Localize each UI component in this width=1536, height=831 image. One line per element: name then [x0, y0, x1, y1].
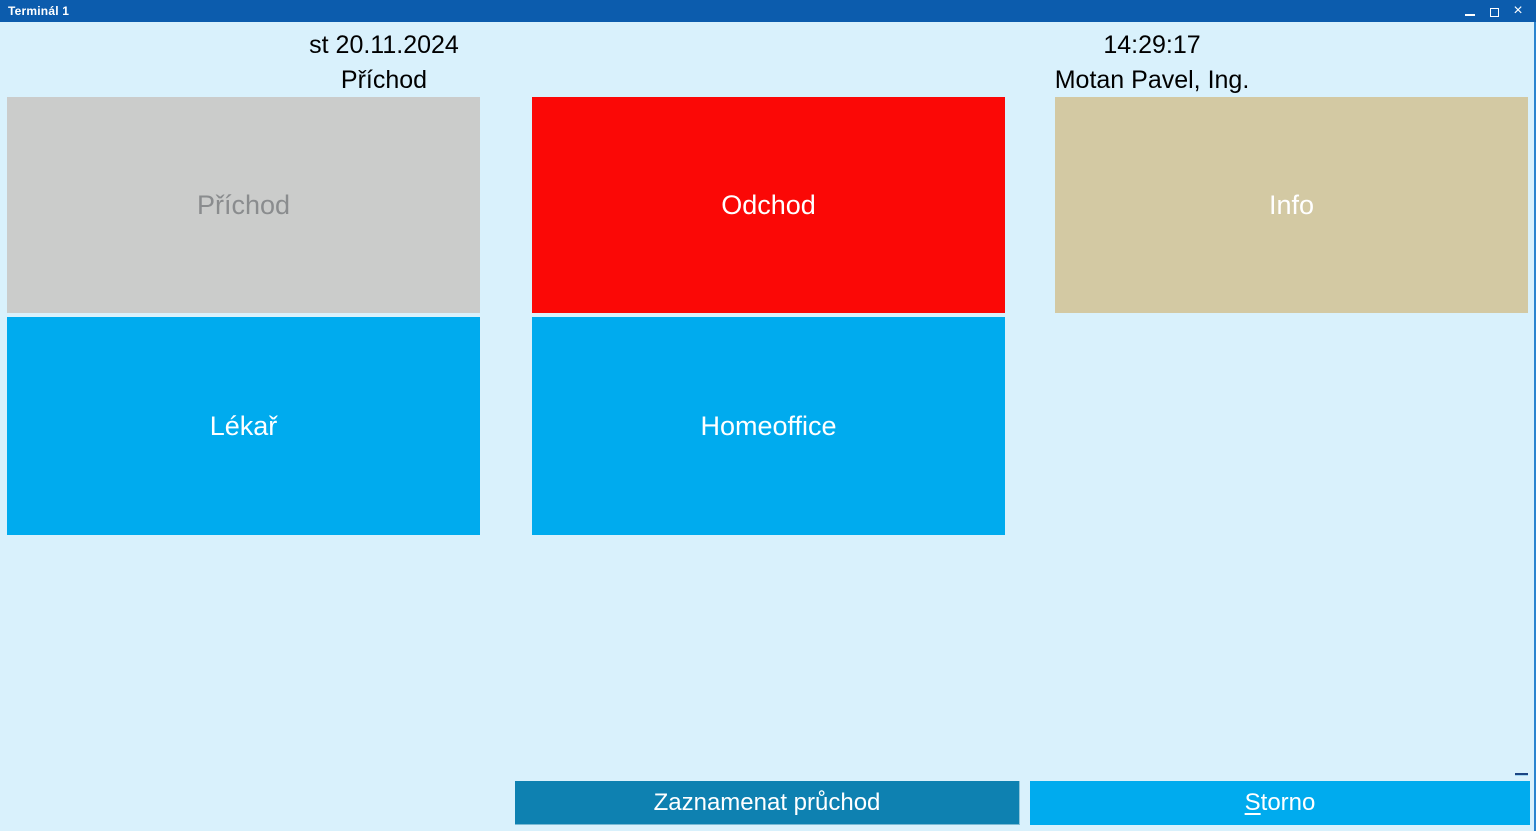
storno-button-label: Storno — [1245, 789, 1316, 817]
header-right: 14:29:17 Motan Pavel, Ing. — [768, 22, 1536, 95]
close-icon: × — [1513, 2, 1523, 19]
restore-icon — [1489, 5, 1504, 17]
record-pass-button-label: Zaznamenat průchod — [653, 788, 881, 816]
window-controls: × — [1458, 0, 1536, 22]
storno-label-rest: torno — [1260, 789, 1316, 816]
homeoffice-button[interactable]: Homeoffice — [532, 317, 1005, 535]
storno-button[interactable]: Storno — [1030, 781, 1530, 825]
record-pass-button[interactable]: Zaznamenat průchod — [515, 781, 1020, 825]
minimize-button[interactable] — [1458, 0, 1482, 22]
restore-button[interactable] — [1482, 0, 1506, 22]
storno-accelerator: S — [1244, 789, 1261, 816]
minimize-icon — [1465, 14, 1475, 16]
current-date: st 20.11.2024 — [309, 31, 459, 59]
window-right-border — [1534, 22, 1536, 831]
lekar-button[interactable]: Lékař — [7, 317, 480, 535]
small-dash-artifact — [1515, 773, 1528, 776]
lekar-button-label: Lékař — [209, 410, 278, 441]
odchod-button[interactable]: Odchod — [532, 97, 1005, 313]
user-name: Motan Pavel, Ing. — [1054, 66, 1250, 94]
prichod-button-label: Příchod — [196, 189, 291, 220]
info-button[interactable]: Info — [1055, 97, 1528, 313]
homeoffice-button-label: Homeoffice — [700, 410, 837, 441]
close-button[interactable]: × — [1506, 0, 1530, 22]
prichod-button[interactable]: Příchod — [7, 97, 480, 313]
header-left: st 20.11.2024 Příchod — [0, 22, 768, 95]
window-title: Terminál 1 — [8, 4, 70, 18]
selected-mode-label: Příchod — [340, 66, 428, 94]
titlebar: Terminál 1 × — [0, 0, 1536, 22]
info-button-label: Info — [1268, 189, 1315, 220]
odchod-button-label: Odchod — [721, 189, 816, 220]
current-time: 14:29:17 — [1103, 31, 1201, 59]
